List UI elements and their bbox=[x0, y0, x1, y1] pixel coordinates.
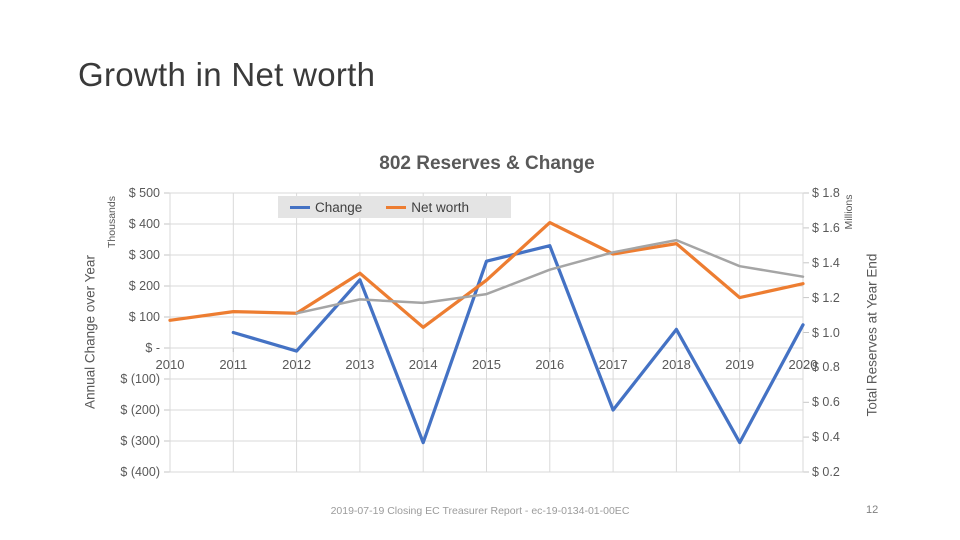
x-axis-year-label: 2010 bbox=[155, 357, 185, 372]
left-axis-tick-label: $ 300 bbox=[128, 248, 160, 262]
left-axis-tick-label: $ 500 bbox=[128, 186, 160, 200]
left-axis-tick-label: $ 200 bbox=[128, 279, 160, 293]
right-axis-tick-label: $ 0.2 bbox=[812, 465, 840, 479]
legend-item-net-worth: Net worth bbox=[386, 200, 469, 215]
page-number: 12 bbox=[866, 504, 879, 516]
left-axis-tick-label: $ (200) bbox=[120, 403, 160, 417]
legend-label-net-worth: Net worth bbox=[411, 199, 470, 215]
series-line-net-worth bbox=[168, 220, 805, 329]
x-axis-year-label: 2011 bbox=[219, 357, 248, 372]
right-axis-tick-label: $ 1.6 bbox=[812, 220, 840, 235]
left-axis-tick-label: $ - bbox=[145, 341, 160, 355]
slide-title: Growth in Net worth bbox=[78, 56, 376, 93]
right-axis-tick-label: $ 1.0 bbox=[812, 325, 840, 340]
left-axis-title: Annual Change over Year bbox=[82, 255, 98, 409]
series-line-change bbox=[231, 244, 805, 445]
left-axis-tick-label: $ 100 bbox=[128, 310, 160, 324]
left-axis-tick-label: $ (300) bbox=[120, 434, 160, 448]
x-axis-year-label: 2020 bbox=[788, 357, 818, 372]
x-axis-year-label: 2016 bbox=[535, 357, 565, 372]
right-axis-tick-label: $ 0.4 bbox=[812, 430, 840, 445]
legend-label-change: Change bbox=[315, 199, 363, 215]
change-line-swatch-icon bbox=[290, 205, 310, 209]
right-axis-tick-label: $ 1.8 bbox=[812, 186, 840, 200]
x-axis-year-label: 2017 bbox=[598, 357, 628, 372]
left-axis-tick-label: $ (400) bbox=[120, 465, 160, 479]
chart-802-reserves bbox=[0, 140, 960, 500]
right-axis-tick-label: $ 0.6 bbox=[812, 395, 840, 410]
right-axis-tick-label: $ 0.8 bbox=[812, 360, 840, 375]
legend-item-change: Change bbox=[290, 200, 362, 215]
chart-legend: Change Net worth bbox=[278, 196, 511, 218]
x-axis-year-label: 2015 bbox=[472, 357, 501, 372]
plot-border bbox=[169, 192, 804, 473]
left-axis-tick-label: $ 400 bbox=[128, 217, 160, 231]
chart-title: 802 Reserves & Change bbox=[379, 153, 595, 174]
x-axis-year-label: 2019 bbox=[725, 357, 755, 372]
net-worth-line-swatch-icon bbox=[386, 205, 407, 209]
x-axis-year-label: 2012 bbox=[282, 357, 312, 372]
left-axis-tick-label: $ (100) bbox=[120, 372, 160, 386]
slide-footer: 2019-07-19 Closing EC Treasurer Report -… bbox=[330, 505, 630, 517]
x-axis-year-label: 2018 bbox=[661, 357, 691, 372]
series-line-gray-unlabeled bbox=[295, 238, 805, 315]
right-axis-tick-label: $ 1.4 bbox=[812, 255, 840, 270]
x-axis-year-label: 2014 bbox=[408, 357, 438, 372]
right-axis-tick-label: $ 1.2 bbox=[812, 290, 840, 305]
x-axis-year-label: 2013 bbox=[345, 357, 375, 372]
